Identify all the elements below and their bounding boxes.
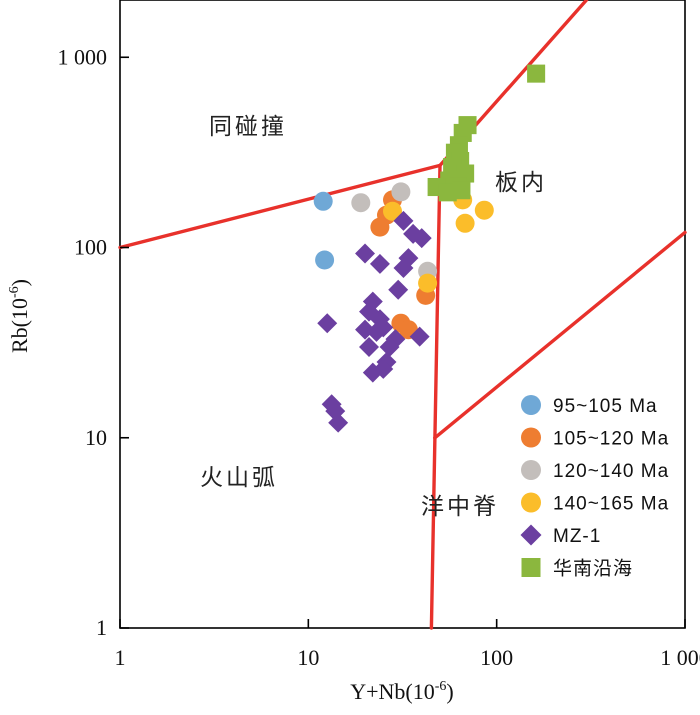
boundary-line-3 (433, 163, 442, 440)
y-tick-label-2: 10 (85, 425, 107, 450)
x-axis-title-exponent: -6 (435, 679, 447, 694)
legend-label-4: 140~165 Ma (553, 494, 669, 515)
y-tick-label-4: 1 000 (58, 44, 108, 69)
x-axis-title: Y+Nb(10-6) (350, 679, 454, 704)
data-point-series-5-17 (409, 326, 430, 347)
data-point-series-3-2 (391, 182, 411, 202)
region-label-syn-collision: 同碰撞 (209, 114, 287, 140)
data-point-series-5-24 (325, 401, 346, 422)
data-point-series-5-18 (379, 337, 400, 357)
data-point-series-5-14 (366, 321, 387, 342)
x-tick-label-4: 1 000 (660, 645, 700, 670)
legend-marker-6 (521, 558, 541, 577)
data-point-series-5-5 (369, 253, 390, 274)
y-axis-title-base: Rb(10 (7, 298, 32, 353)
data-point-series-5-21 (373, 358, 394, 379)
data-point-series-5-15 (317, 313, 338, 334)
legend-label-1: 95~105 Ma (553, 396, 658, 417)
legend-marker-4 (521, 492, 541, 513)
data-point-series-4-4 (474, 200, 494, 220)
data-point-series-5-13 (355, 319, 376, 340)
data-point-series-5-19 (359, 337, 379, 357)
legend-label-2: 105~120 Ma (553, 429, 669, 450)
data-point-series-4-2 (418, 273, 438, 293)
region-label-volcanic-arc: 火山弧 (200, 465, 278, 491)
data-point-series-5-7 (393, 258, 414, 279)
data-point-series-6-12 (438, 183, 457, 202)
x-tick-label-3: 100 (480, 645, 513, 670)
data-point-series-6-1 (527, 64, 546, 83)
y-tick-label-3: 100 (74, 235, 107, 260)
data-point-series-5-8 (388, 279, 409, 300)
legend-marker-1 (521, 395, 541, 415)
data-point-series-5-10 (359, 301, 379, 322)
data-point-series-5-1 (393, 210, 414, 231)
data-points (313, 64, 546, 433)
y-axis-title-exponent: -6 (7, 286, 22, 298)
legend: 95~105 Ma 105~120 Ma 120~140 Ma 140~165 Ma M… (520, 395, 669, 580)
axis-ticks: 1 10 100 1 000 1 10 100 1 000 (58, 44, 700, 670)
legend-marker-3 (521, 460, 541, 480)
data-point-series-2-3 (370, 217, 390, 237)
data-point-series-3-1 (351, 193, 371, 213)
boundary-line-1 (118, 163, 442, 250)
legend-marker-5 (520, 524, 542, 546)
data-point-series-5-3 (411, 228, 432, 249)
boundary-line-5 (433, 230, 687, 440)
region-label-ocean-ridge: 洋中脊 (421, 494, 499, 520)
data-point-series-5-4 (355, 243, 376, 264)
data-point-series-6-13 (452, 181, 471, 200)
boundary-line-4 (429, 436, 437, 630)
data-point-series-4-5 (455, 213, 475, 233)
data-point-series-5-12 (373, 317, 394, 338)
legend-label-5: MZ-1 (553, 526, 601, 547)
y-axis-title: Rb(10-6) (7, 279, 32, 353)
data-point-series-5-22 (362, 362, 383, 383)
legend-label-6: 华南沿海 (553, 558, 633, 580)
region-label-within-plate: 板内 (495, 170, 547, 196)
data-point-series-4-1 (383, 201, 402, 221)
x-tick-label-1: 1 (115, 645, 126, 670)
data-point-series-1-1 (313, 191, 333, 211)
x-tick-label-2: 10 (297, 645, 319, 670)
x-axis-title-close: ) (446, 679, 453, 704)
data-point-series-5-25 (328, 412, 349, 433)
x-axis-title-base: Y+Nb(10 (350, 679, 435, 704)
legend-marker-2 (521, 427, 541, 448)
y-axis-title-close: ) (7, 279, 32, 286)
legend-label-3: 120~140 Ma (553, 461, 669, 482)
y-tick-label-1: 1 (96, 615, 107, 640)
data-point-series-1-2 (315, 250, 335, 270)
